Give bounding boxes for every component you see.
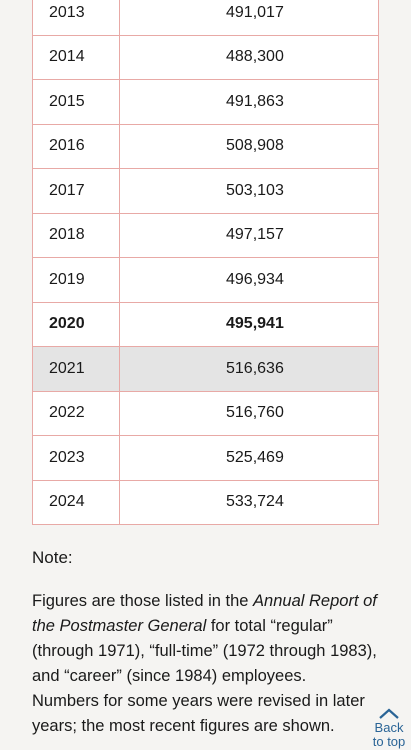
- year-cell: 2021: [32, 346, 120, 392]
- back-to-top-link[interactable]: Back to top: [371, 708, 407, 749]
- employees-cell: 491,863: [119, 79, 379, 125]
- note-label: Note:: [32, 548, 73, 567]
- note-text: Figures are those listed in the Annual R…: [32, 589, 377, 739]
- table-row: 2024 533,724: [32, 479, 379, 525]
- table-row: 2021 516,636: [32, 346, 379, 392]
- note-text-before: Figures are those listed in the: [32, 592, 254, 610]
- year-cell: 2017: [32, 168, 120, 214]
- year-cell: 2019: [32, 257, 120, 303]
- year-cell: 2018: [32, 212, 120, 258]
- employees-table: 2013 491,017 2014 488,300 2015 491,863 2016 508…: [32, 0, 379, 525]
- year-cell: 2016: [32, 123, 120, 169]
- year-cell: 2023: [32, 435, 120, 481]
- year-cell: 2024: [32, 479, 120, 525]
- table-row: 2015 491,863: [32, 79, 379, 125]
- back-to-top-label-line1: Back: [374, 720, 404, 735]
- chevron-up-icon: [371, 708, 407, 720]
- table-row: 2018 497,157: [32, 212, 379, 258]
- note-text-after: for total “regular” (through 1971), “ful…: [32, 617, 377, 735]
- year-cell: 2022: [32, 390, 120, 436]
- year-cell: 2013: [32, 0, 120, 36]
- table-row: 2016 508,908: [32, 123, 379, 169]
- employees-table-body: 2013 491,017 2014 488,300 2015 491,863 2016 508…: [32, 0, 379, 525]
- back-to-top-label-line2: to top: [372, 734, 406, 749]
- table-row: 2017 503,103: [32, 168, 379, 214]
- employees-cell: 496,934: [119, 257, 379, 303]
- table-row: 2020 495,941: [32, 301, 379, 347]
- year-cell: 2020: [32, 301, 120, 347]
- employees-cell: 516,760: [119, 390, 379, 436]
- employees-cell: 488,300: [119, 34, 379, 80]
- employees-cell: 503,103: [119, 168, 379, 214]
- table-row: 2023 525,469: [32, 435, 379, 481]
- employees-cell: 533,724: [119, 479, 379, 525]
- note-report-title: Annual Report of the Postmaster General: [32, 592, 377, 635]
- year-cell: 2015: [32, 79, 120, 125]
- year-cell: 2014: [32, 34, 120, 80]
- employees-cell: 525,469: [119, 435, 379, 481]
- table-row: 2014 488,300: [32, 34, 379, 80]
- table-row: 2019 496,934: [32, 257, 379, 303]
- table-row: 2022 516,760: [32, 390, 379, 436]
- employees-cell: 495,941: [119, 301, 379, 347]
- employees-table-container: 2013 491,017 2014 488,300 2015 491,863 2016 508…: [32, 0, 379, 525]
- employees-cell: 491,017: [119, 0, 379, 36]
- table-row: 2013 491,017: [32, 0, 379, 36]
- employees-cell: 497,157: [119, 212, 379, 258]
- employees-cell: 516,636: [119, 346, 379, 392]
- employees-cell: 508,908: [119, 123, 379, 169]
